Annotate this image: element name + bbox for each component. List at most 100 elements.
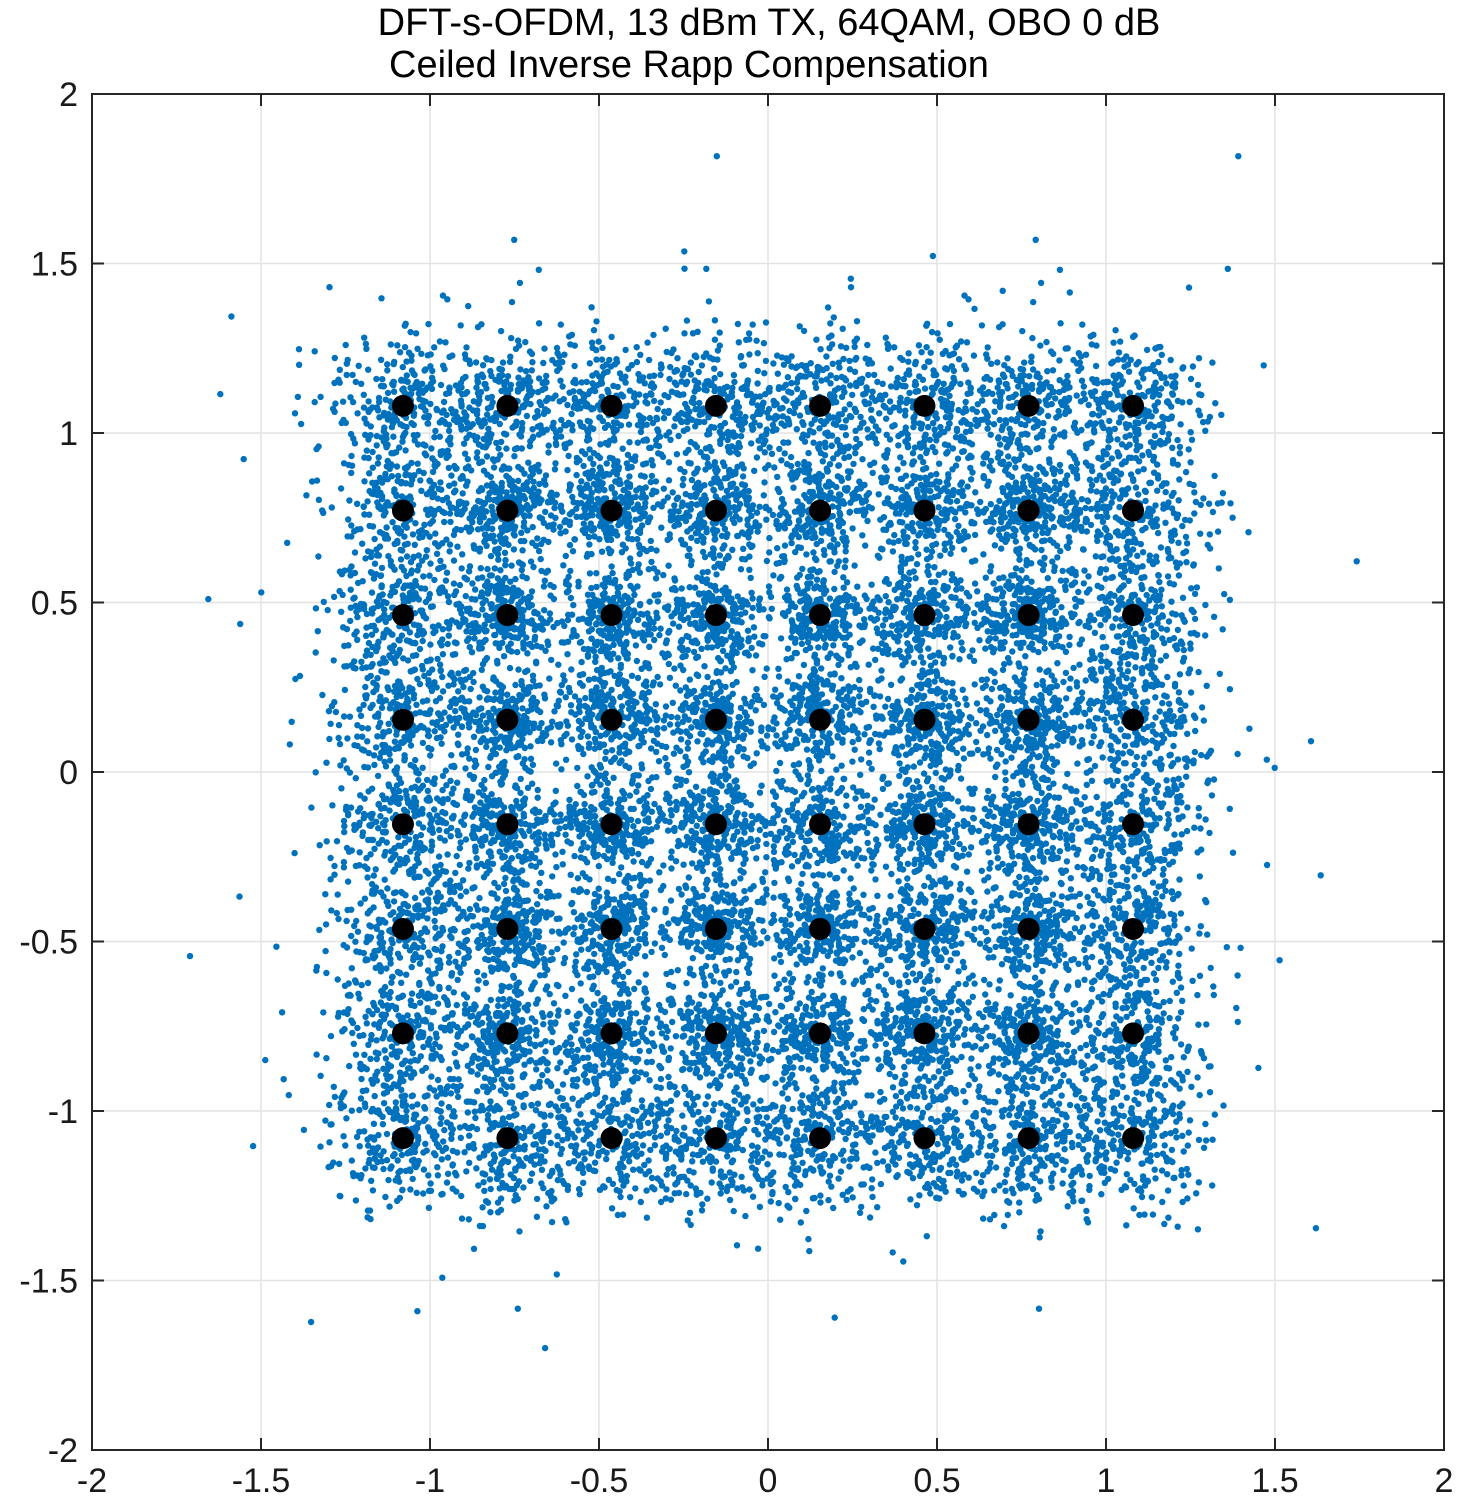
received-symbol-point [307,1318,315,1326]
received-symbol-point [458,751,466,758]
received-symbol-point [341,828,348,836]
received-symbol-point [466,905,474,913]
received-symbol-point [434,889,442,896]
received-symbol-point [373,546,380,553]
received-symbol-point [402,1057,409,1064]
received-symbol-point [517,775,524,783]
received-symbol-point [322,947,329,955]
received-symbol-point [478,321,485,328]
received-symbol-point [523,501,531,509]
received-symbol-point [338,608,345,615]
received-symbol-point [477,498,484,505]
received-symbol-point [528,862,535,869]
received-symbol-point [554,1088,561,1095]
received-symbol-point [419,403,427,411]
received-symbol-point [420,629,428,637]
received-symbol-point [415,1136,422,1144]
received-symbol-point [540,583,548,590]
received-symbol-point [442,577,450,584]
received-symbol-point [380,1165,387,1173]
received-symbol-point [280,1076,287,1083]
received-symbol-point [475,977,482,984]
received-symbol-point [459,391,466,398]
received-symbol-point [378,295,385,302]
received-symbol-point [616,1120,624,1127]
received-symbol-point [331,862,338,870]
received-symbol-point [463,412,470,419]
received-symbol-point [516,731,523,738]
received-symbol-point [322,1117,329,1124]
received-symbol-point [527,391,534,399]
received-symbol-point [332,708,340,716]
received-symbol-point [447,518,454,526]
received-symbol-point [591,950,598,958]
received-symbol-point [363,610,371,618]
received-symbol-point [427,656,434,663]
received-symbol-point [512,1057,519,1064]
received-symbol-point [433,795,441,802]
received-symbol-point [632,947,639,954]
received-symbol-point [377,813,384,820]
received-symbol-point [625,1003,632,1010]
received-symbol-point [467,628,475,636]
received-symbol-point [489,802,497,809]
received-symbol-point [557,1150,564,1158]
received-symbol-point [523,881,530,888]
received-symbol-point [457,1134,464,1142]
received-symbol-point [394,950,402,957]
received-symbol-point [284,539,291,546]
received-symbol-point [376,962,383,969]
received-symbol-point [632,1140,639,1148]
received-symbol-point [317,1143,324,1150]
received-symbol-point [451,1169,459,1177]
received-symbol-point [464,927,471,935]
received-symbol-point [630,1106,637,1114]
received-symbol-point [588,1023,595,1031]
received-symbol-point [368,1177,375,1185]
received-symbol-point [359,664,366,672]
received-symbol-point [534,794,541,801]
received-symbol-point [422,1018,430,1025]
received-symbol-point [410,667,417,674]
received-symbol-point [378,479,386,486]
received-symbol-point [648,1174,656,1182]
received-symbol-point [286,741,293,748]
received-symbol-point [376,529,384,536]
received-symbol-point [437,639,444,646]
received-symbol-point [424,967,432,974]
received-symbol-point [567,824,575,831]
received-symbol-point [592,1167,599,1175]
received-symbol-point [422,1140,429,1148]
received-symbol-point [628,1116,636,1124]
received-symbol-point [449,651,457,658]
received-symbol-point [528,937,535,944]
received-symbol-point [445,900,452,908]
received-symbol-point [535,933,542,941]
received-symbol-point [444,1154,452,1161]
received-symbol-point [415,820,423,827]
received-symbol-point [285,1091,292,1099]
received-symbol-point [345,1006,352,1013]
received-symbol-point [506,983,513,990]
received-symbol-point [487,601,494,608]
received-symbol-point [414,384,421,391]
received-symbol-point [396,855,404,863]
received-symbol-point [383,795,390,802]
received-symbol-point [416,981,423,988]
received-symbol-point [313,1051,320,1058]
received-symbol-point [386,994,393,1001]
received-symbol-point [331,871,338,878]
received-symbol-point [358,981,365,989]
received-symbol-point [511,1010,518,1017]
received-symbol-point [358,658,365,665]
received-symbol-point [527,1177,534,1185]
received-symbol-point [442,1024,449,1032]
received-symbol-point [441,518,448,526]
received-symbol-point [338,571,346,578]
received-symbol-point [358,1075,365,1083]
received-symbol-point [432,427,439,435]
received-symbol-point [402,892,409,899]
received-symbol-point [453,1188,460,1195]
received-symbol-point [377,1152,384,1159]
